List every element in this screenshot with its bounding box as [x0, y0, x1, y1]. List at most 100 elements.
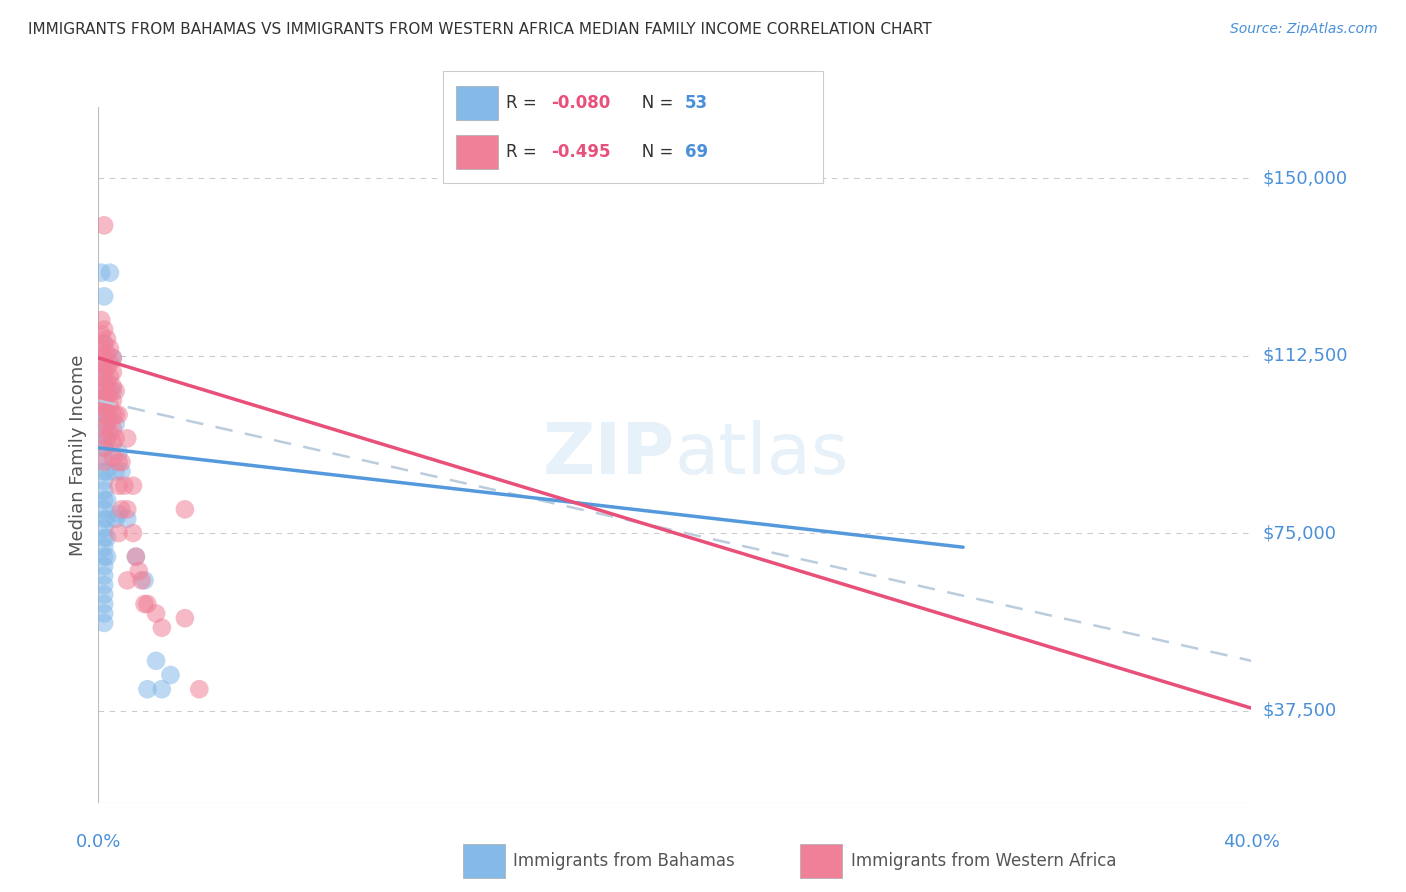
Point	[107, 455, 129, 469]
Point	[93, 588, 115, 602]
Point	[93, 540, 115, 554]
Point	[101, 436, 124, 450]
Point	[93, 360, 115, 375]
Text: IMMIGRANTS FROM BAHAMAS VS IMMIGRANTS FROM WESTERN AFRICA MEDIAN FAMILY INCOME C: IMMIGRANTS FROM BAHAMAS VS IMMIGRANTS FR…	[28, 22, 932, 37]
Text: -0.080: -0.080	[551, 94, 610, 112]
Point	[93, 597, 115, 611]
Point	[93, 393, 115, 408]
Point	[93, 559, 115, 574]
Point	[104, 431, 127, 445]
Point	[145, 654, 167, 668]
Text: R =: R =	[506, 94, 543, 112]
Point	[93, 521, 115, 535]
Point	[145, 607, 167, 621]
Text: N =: N =	[626, 143, 678, 161]
Point	[131, 574, 153, 588]
Text: Source: ZipAtlas.com: Source: ZipAtlas.com	[1230, 22, 1378, 37]
Point	[96, 465, 118, 479]
Text: 53: 53	[685, 94, 707, 112]
Point	[101, 393, 124, 408]
Point	[93, 336, 115, 351]
Point	[90, 384, 112, 398]
Point	[98, 342, 121, 356]
Point	[136, 682, 159, 697]
Point	[96, 512, 118, 526]
Point	[93, 393, 115, 408]
Point	[110, 455, 132, 469]
Point	[174, 611, 197, 625]
Point	[104, 384, 127, 398]
Point	[188, 682, 211, 697]
Point	[96, 346, 118, 360]
Point	[96, 549, 118, 564]
Point	[104, 512, 127, 526]
Point	[98, 356, 121, 370]
Point	[93, 441, 115, 455]
Point	[93, 512, 115, 526]
Point	[93, 365, 115, 379]
Text: -0.495: -0.495	[551, 143, 610, 161]
Point	[93, 531, 115, 545]
Point	[134, 597, 156, 611]
Point	[93, 455, 115, 469]
Text: $75,000: $75,000	[1263, 524, 1337, 542]
Point	[96, 417, 118, 432]
Point	[90, 327, 112, 342]
Point	[107, 526, 129, 541]
Point	[93, 492, 115, 507]
Y-axis label: Median Family Income: Median Family Income	[69, 354, 87, 556]
Point	[93, 607, 115, 621]
Point	[98, 398, 121, 412]
Point	[96, 389, 118, 403]
Point	[117, 574, 138, 588]
Point	[93, 441, 115, 455]
Point	[101, 379, 124, 393]
Text: atlas: atlas	[675, 420, 849, 490]
Point	[104, 465, 127, 479]
Point	[93, 289, 115, 303]
Point	[96, 492, 118, 507]
Text: 40.0%: 40.0%	[1223, 833, 1279, 851]
Point	[107, 478, 129, 492]
Point	[122, 478, 145, 492]
Point	[96, 403, 118, 417]
Point	[93, 426, 115, 441]
Text: R =: R =	[506, 143, 543, 161]
Point	[93, 219, 115, 233]
Text: 0.0%: 0.0%	[76, 833, 121, 851]
Point	[93, 336, 115, 351]
Point	[90, 356, 112, 370]
Point	[117, 512, 138, 526]
Point	[125, 549, 148, 564]
Point	[101, 450, 124, 465]
Point	[93, 384, 115, 398]
Point	[90, 398, 112, 412]
Point	[104, 408, 127, 422]
Point	[93, 450, 115, 465]
Point	[98, 266, 121, 280]
Point	[96, 332, 118, 346]
Point	[98, 369, 121, 384]
Point	[93, 465, 115, 479]
Point	[93, 417, 115, 432]
Point	[90, 342, 112, 356]
Point	[101, 351, 124, 365]
Point	[98, 412, 121, 426]
Point	[93, 369, 115, 384]
Text: Immigrants from Bahamas: Immigrants from Bahamas	[513, 852, 735, 870]
Point	[93, 568, 115, 582]
Text: $150,000: $150,000	[1263, 169, 1347, 187]
Point	[90, 313, 112, 327]
Point	[90, 266, 112, 280]
Point	[150, 682, 173, 697]
Point	[117, 431, 138, 445]
Point	[101, 384, 124, 398]
Point	[93, 474, 115, 488]
Point	[96, 360, 118, 375]
Point	[93, 483, 115, 498]
Point	[93, 322, 115, 336]
Text: $112,500: $112,500	[1263, 346, 1348, 365]
Point	[117, 502, 138, 516]
Point	[96, 431, 118, 445]
Point	[93, 549, 115, 564]
